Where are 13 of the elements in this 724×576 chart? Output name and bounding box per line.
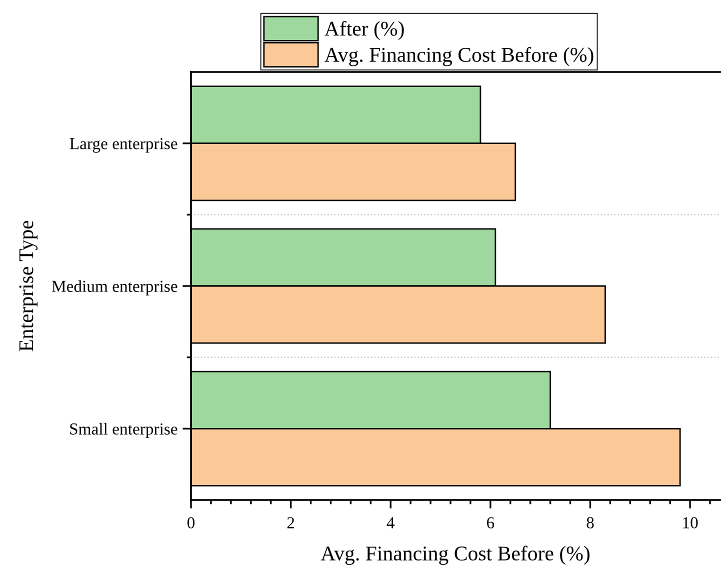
x-tick-label: 6	[486, 517, 494, 528]
x-tick-label: 0	[187, 517, 195, 528]
x-tick-label: 8	[586, 517, 594, 528]
x-tick-label: 10	[683, 517, 698, 528]
y-axis-title: Enterprise Type	[19, 220, 38, 352]
legend-label: After (%)	[324, 20, 404, 40]
x-tick-label: 2	[287, 517, 294, 528]
x-axis-title: Avg. Financing Cost Before (%)	[320, 546, 590, 565]
legend-label: Avg. Financing Cost Before (%)	[324, 47, 594, 66]
y-tick-label: Medium enterprise	[52, 280, 178, 296]
y-tick-label: Large enterprise	[70, 138, 178, 153]
y-tick-label: Small enterprise	[70, 422, 178, 438]
x-tick-label: 4	[386, 517, 395, 528]
